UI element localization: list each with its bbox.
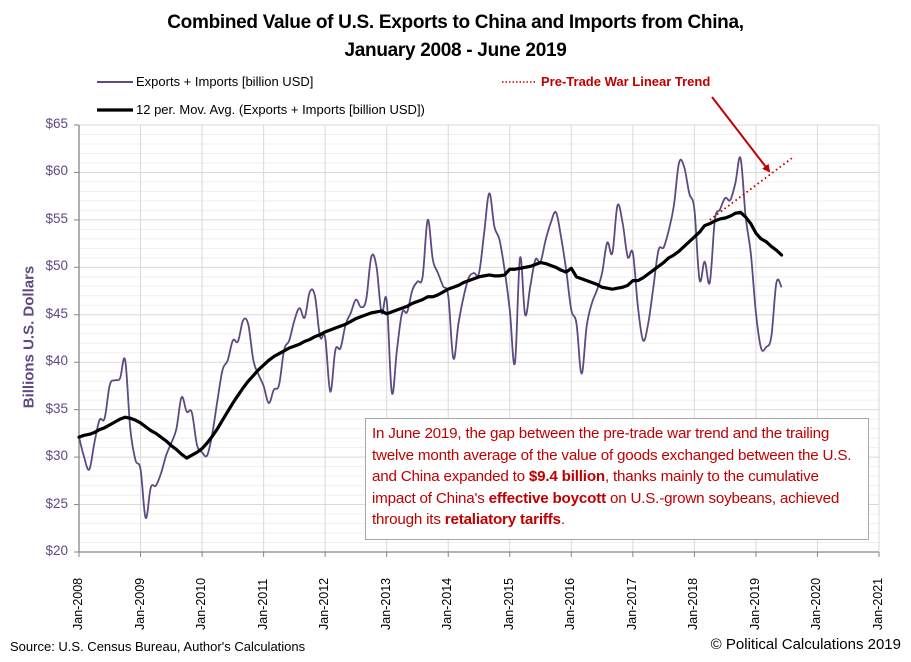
linear-trend-line (709, 157, 793, 221)
annotation-box: In June 2019, the gap between the pre-tr… (365, 418, 869, 540)
annotation-text: , thanks mainly to the cumulative impact… (372, 468, 819, 507)
legend-label-moving-average: 12 per. Mov. Avg. (Exports + Imports [bi… (136, 102, 425, 117)
x-tick-label: Jan-2013 (378, 577, 393, 630)
series-moving-average (77, 210, 784, 460)
x-tick-label: Jan-2010 (194, 577, 209, 630)
y-tick-label: $65 (45, 116, 68, 131)
y-tick-label: $20 (45, 543, 68, 558)
x-tick-label: Jan-2008 (71, 577, 85, 630)
x-tick-label: Jan-2014 (440, 577, 455, 630)
y-tick-label: $60 (45, 163, 68, 179)
x-tick-label: Jan-2017 (624, 577, 639, 630)
y-tick-label: $55 (45, 210, 68, 226)
annotation-arrow-line (711, 96, 771, 173)
chart-title-line1: Combined Value of U.S. Exports to China … (167, 12, 744, 33)
legend-label-linear-trend: Pre-Trade War Linear Trend (541, 74, 711, 89)
copyright-note: © Political Calculations 2019 (710, 636, 901, 653)
x-tick-label: Jan-2018 (686, 577, 701, 630)
y-tick-label: $45 (45, 305, 68, 321)
x-tick-label: Jan-2012 (317, 577, 332, 630)
annotation-text: . (560, 511, 565, 529)
y-tick-label: $30 (45, 448, 68, 464)
x-tick-label: Jan-2009 (132, 577, 147, 630)
legend-swatches (97, 81, 537, 112)
series-linear-trend (709, 157, 793, 221)
exports-imports-line (78, 156, 783, 519)
annotation-text: on U.S.-grown soybeans, achieved through… (372, 489, 840, 529)
x-tick-label: Jan-2016 (563, 577, 578, 630)
annotation-emphasis: $9.4 billion (528, 468, 605, 486)
y-tick-label: $35 (45, 400, 68, 416)
x-tick-label: Jan-2015 (501, 577, 516, 630)
annotation-arrow (711, 96, 771, 173)
source-note: Source: U.S. Census Bureau, Author's Cal… (10, 639, 306, 654)
y-tick-label: $40 (45, 353, 68, 369)
chart-title-line2: January 2008 - June 2019 (344, 40, 567, 61)
axes (74, 124, 880, 557)
x-tick-label: Jan-2021 (871, 577, 885, 630)
annotation-text: In June 2019, the gap between the pre-tr… (372, 425, 852, 486)
y-axis-title: Billions U.S. Dollars (20, 265, 38, 409)
x-tick-label: Jan-2011 (255, 578, 270, 630)
annotation-emphasis: retaliatory tariffs (444, 511, 561, 529)
x-tick-label: Jan-2019 (747, 577, 762, 630)
y-tick-label: $50 (45, 258, 68, 274)
annotation-emphasis: effective boycott (488, 489, 606, 507)
legend-label-exports-imports: Exports + Imports [billion USD] (136, 74, 314, 89)
series-exports-imports (78, 156, 783, 519)
x-tick-label: Jan-2020 (809, 577, 824, 630)
y-tick-label: $25 (45, 495, 68, 511)
moving-average-line (77, 210, 784, 460)
